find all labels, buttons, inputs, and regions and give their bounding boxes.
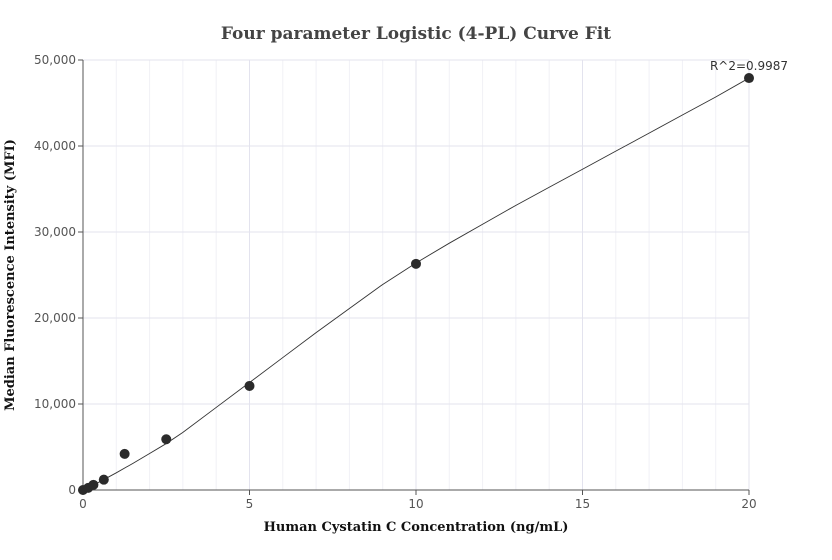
data-point	[411, 258, 421, 269]
chart-title: Four parameter Logistic (4-PL) Curve Fit	[221, 24, 611, 44]
y-axis-title: Median Fluorescence Intensity (MFI)	[3, 139, 18, 411]
fit-curve-line	[82, 77, 750, 491]
x-tick-label: 20	[741, 497, 756, 511]
data-point	[744, 73, 754, 84]
data-point	[161, 434, 172, 445]
y-tick-label: 30,000	[34, 225, 76, 239]
data-point	[98, 474, 109, 485]
data-point	[88, 479, 99, 490]
ticks	[78, 59, 750, 495]
grid	[83, 59, 750, 490]
r-squared-annotation: R^2=0.9987	[710, 59, 788, 73]
y-tick-label: 40,000	[34, 139, 76, 153]
x-axis-title: Human Cystatin C Concentration (ng/mL)	[264, 520, 569, 535]
y-tick-label: 0	[68, 483, 76, 497]
y-tick-label: 20,000	[34, 311, 76, 325]
data-point	[119, 448, 130, 459]
tick-labels: 0 5 10 15 20 0 10,000 20,000 30,000 40,000 50,000	[34, 53, 757, 511]
data-point	[244, 380, 255, 391]
x-tick-label: 0	[79, 497, 87, 511]
x-tick-label: 5	[246, 497, 254, 511]
y-tick-label: 50,000	[34, 53, 76, 67]
x-tick-label: 15	[575, 497, 590, 511]
data-points	[78, 73, 754, 495]
x-tick-label: 10	[408, 497, 423, 511]
y-tick-label: 10,000	[34, 397, 76, 411]
